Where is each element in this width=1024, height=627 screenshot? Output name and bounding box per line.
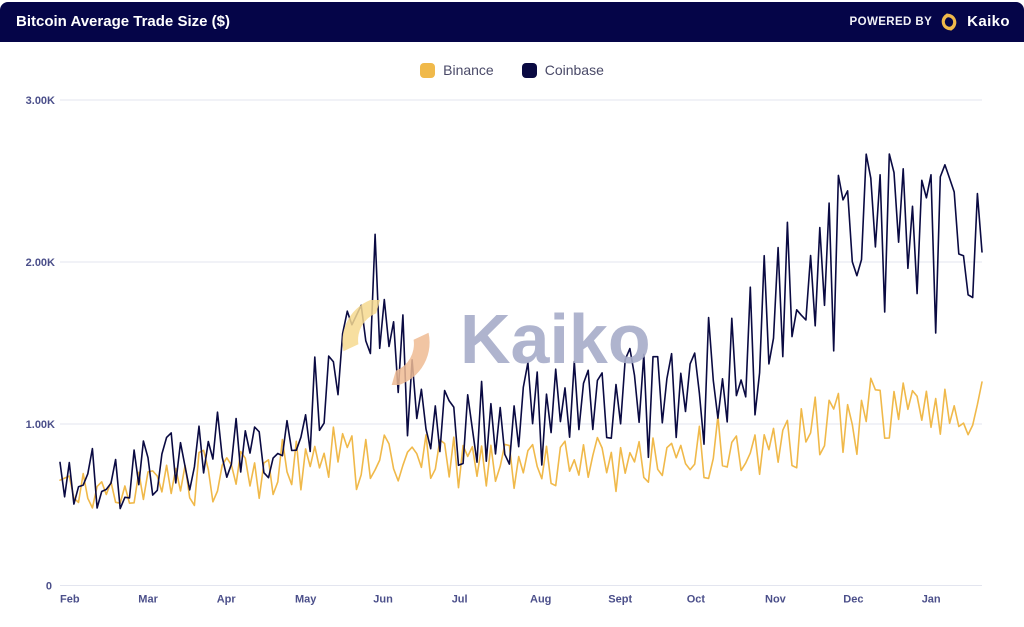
svg-text:Jan: Jan <box>922 594 941 606</box>
svg-text:Sept: Sept <box>608 594 632 606</box>
svg-text:3.00K: 3.00K <box>26 95 55 107</box>
svg-text:Nov: Nov <box>765 594 787 606</box>
svg-text:1.00K: 1.00K <box>26 419 55 431</box>
svg-text:0: 0 <box>46 581 52 593</box>
svg-text:Jun: Jun <box>373 594 393 606</box>
svg-text:May: May <box>295 594 317 606</box>
svg-text:Oct: Oct <box>687 594 706 606</box>
svg-text:2.00K: 2.00K <box>26 257 55 269</box>
svg-text:Feb: Feb <box>60 594 80 606</box>
svg-text:Jul: Jul <box>452 594 468 606</box>
svg-text:Dec: Dec <box>843 594 863 606</box>
svg-text:Apr: Apr <box>217 594 237 606</box>
svg-text:Mar: Mar <box>138 594 158 606</box>
svg-text:Aug: Aug <box>530 594 551 606</box>
